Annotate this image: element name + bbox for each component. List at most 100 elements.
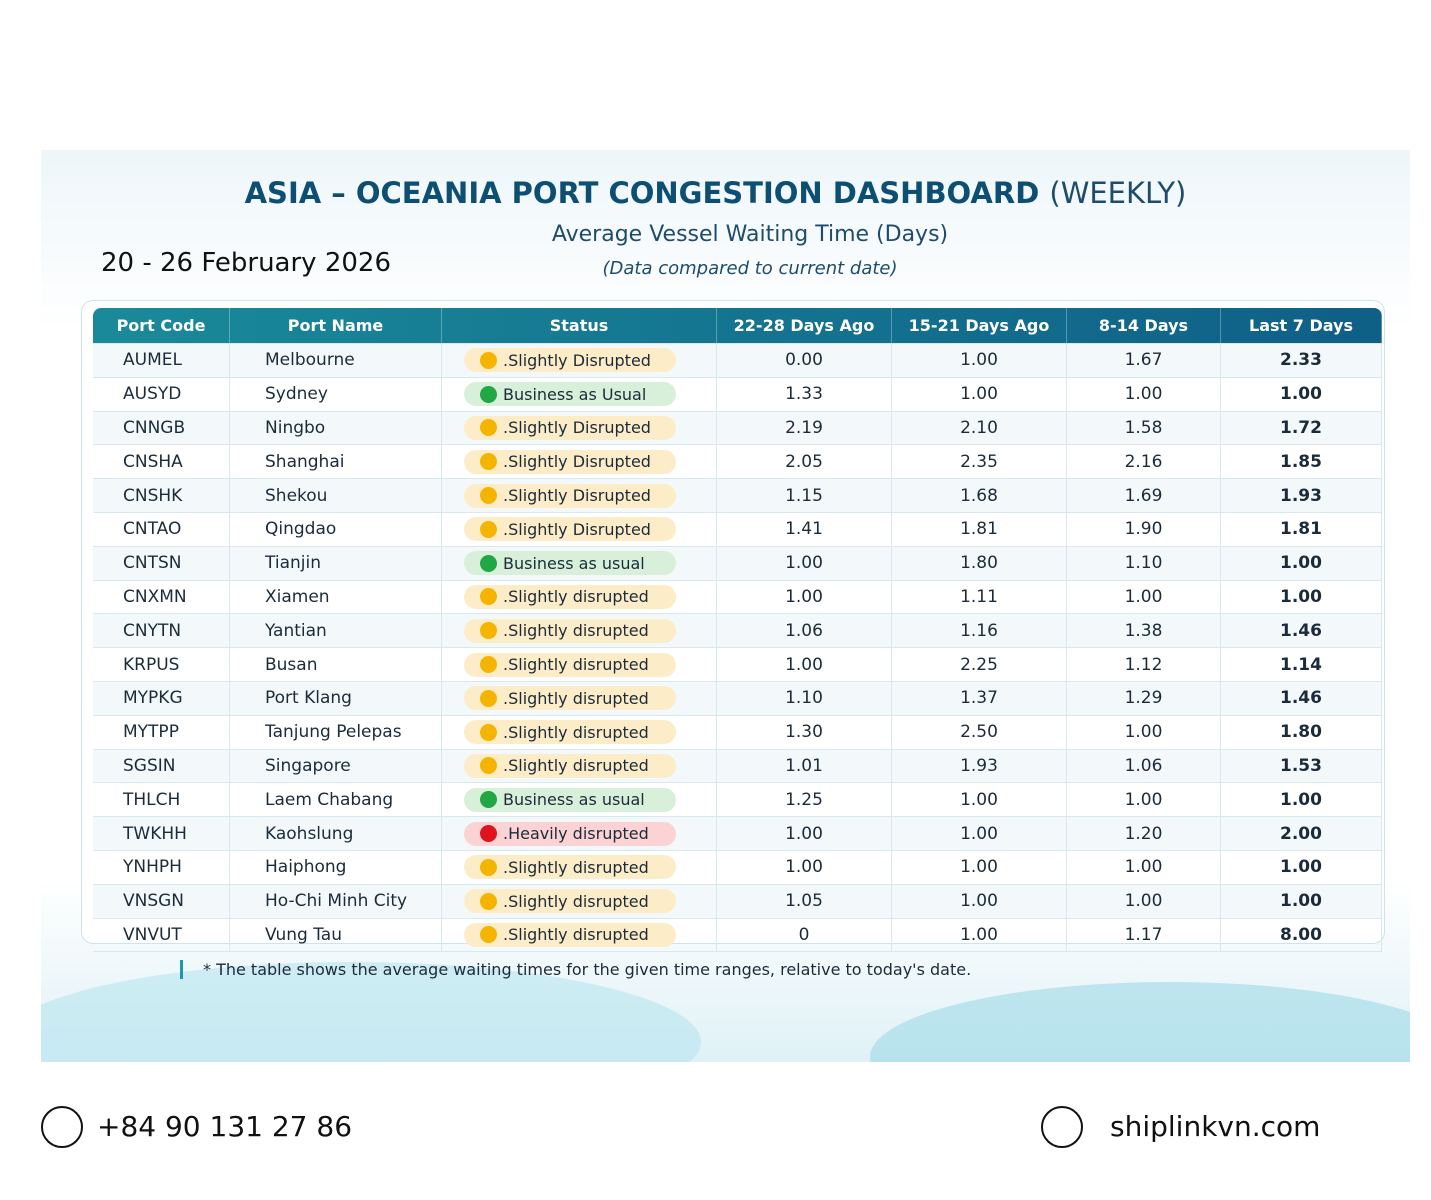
status-dot [480,689,497,707]
value-cell: 1.06 [717,614,892,648]
header-row: Port Code Port Name Status 22-28 Days Ago 15… [93,308,1382,344]
text-cell: KRPUS [93,648,230,681]
status-cell: .Slightly disrupted [442,715,717,749]
value-cell: 1.01 [717,749,892,783]
value-cell: 2.25 [892,648,1067,681]
value-cell: 1.85 [1221,445,1382,479]
footnote: * The table shows the average waiting ti… [180,960,971,979]
status-dot [480,926,497,944]
status-text: .Slightly disrupted [503,621,649,641]
status-cell: .Slightly disrupted [442,614,717,648]
title: ASIA – OCEANIA PORT CONGESTION DASHBOARD… [244,176,1187,210]
status-cell: .Slightly Disrupted [442,344,717,377]
text-cell: Ho-Chi Minh City [230,884,442,918]
status-text: .Slightly Disrupted [503,418,651,438]
value-cell: 2.16 [1067,445,1221,479]
status-badge: .Slightly disrupted [464,686,676,711]
status-cell: .Slightly Disrupted [442,512,717,546]
value-cell: 2.00 [1221,817,1382,850]
text-cell: Qingdao [230,512,442,546]
value-cell: 1.10 [1067,546,1221,580]
text-cell: Melbourne [230,344,442,377]
value-cell: 1.00 [892,850,1067,884]
value-cell: 1.14 [1221,648,1382,681]
value-cell: 1.69 [1067,479,1221,512]
value-cell: 1.00 [892,884,1067,918]
text-cell: Busan [230,648,442,681]
subtitle: Average Vessel Waiting Time (Days) [551,222,949,247]
text-cell: Xiamen [230,580,442,614]
table-row: AUSYD Sydney Business as Usual 1.33 1.00 1.00… [93,377,1382,412]
value-cell: 1.12 [1067,648,1221,681]
table: Port Code Port Name Status 22-28 Days Ago 15… [93,308,1382,953]
value-cell: 1.11 [892,580,1067,614]
value-cell: 1.00 [892,918,1067,952]
status-cell: .Slightly disrupted [442,580,717,614]
value-cell: 1.00 [1221,546,1382,580]
column-header: Last 7 Days [1221,308,1382,343]
status-dot [480,588,497,606]
status-text: .Slightly Disrupted [503,350,651,370]
value-cell: 0 [717,918,892,952]
status-badge: .Slightly disrupted [464,922,676,947]
text-cell: Tianjin [230,546,442,580]
table-row: CNSHA Shanghai .Slightly Disrupted 2.05 2.35… [93,445,1382,480]
text-cell: Tanjung Pelepas [230,715,442,749]
text-cell: CNTSN [93,546,230,580]
value-cell: 1.20 [1067,817,1221,850]
table-row: CNXMN Xiamen .Slightly disrupted 1.00 1.11 1.… [93,580,1382,615]
status-dot [480,892,497,910]
status-badge: .Slightly disrupted [464,855,676,880]
table-row: AUMEL Melbourne .Slightly Disrupted 0.00 1.0… [93,344,1382,378]
text-cell: SGSIN [93,749,230,783]
value-cell: 1.80 [892,546,1067,580]
status-text: .Slightly Disrupted [503,486,651,506]
value-cell: 1.81 [892,512,1067,546]
status-dot [480,757,497,775]
value-cell: 1.10 [717,681,892,715]
value-cell: 1.17 [1067,918,1221,952]
value-cell: 2.10 [892,411,1067,445]
table-row: VNVUT Vung Tau .Slightly disrupted 0 1.00 1.1… [93,918,1382,953]
value-cell: 1.29 [1067,681,1221,715]
status-dot [480,554,497,572]
text-cell: VNVUT [93,918,230,952]
status-dot [480,858,497,876]
text-cell: CNSHA [93,445,230,479]
value-cell: 1.93 [892,749,1067,783]
status-badge: .Slightly Disrupted [464,517,676,542]
value-cell: 1.00 [1067,377,1221,411]
value-cell: 1.00 [892,783,1067,817]
status-text: .Slightly Disrupted [503,519,651,539]
text-cell: TWKHH [93,817,230,850]
value-cell: 1.30 [717,715,892,749]
value-cell: 1.00 [1067,580,1221,614]
status-badge: .Slightly disrupted [464,652,676,677]
status-dot [480,723,497,741]
status-text: .Slightly disrupted [503,925,649,945]
status-badge: .Slightly disrupted [464,720,676,745]
column-header: Port Code [93,308,230,343]
text-cell: AUMEL [93,344,230,377]
status-text: .Slightly disrupted [503,722,649,742]
value-cell: 1.93 [1221,479,1382,512]
status-text: .Slightly disrupted [503,655,649,675]
value-cell: 1.72 [1221,411,1382,445]
value-cell: 1.00 [1221,884,1382,918]
value-cell: 1.53 [1221,749,1382,783]
value-cell: 1.67 [1067,344,1221,377]
column-header: Status [442,308,717,343]
column-header: 22-28 Days Ago [717,308,892,343]
value-cell: 1.00 [1067,850,1221,884]
status-cell: .Slightly Disrupted [442,479,717,512]
text-cell: Shanghai [230,445,442,479]
value-cell: 1.00 [717,648,892,681]
value-cell: 1.80 [1221,715,1382,749]
text-cell: AUSYD [93,377,230,411]
value-cell: 1.00 [1221,783,1382,817]
value-cell: 1.00 [1221,580,1382,614]
value-cell: 1.58 [1067,411,1221,445]
status-dot [480,385,497,403]
value-cell: 1.46 [1221,614,1382,648]
